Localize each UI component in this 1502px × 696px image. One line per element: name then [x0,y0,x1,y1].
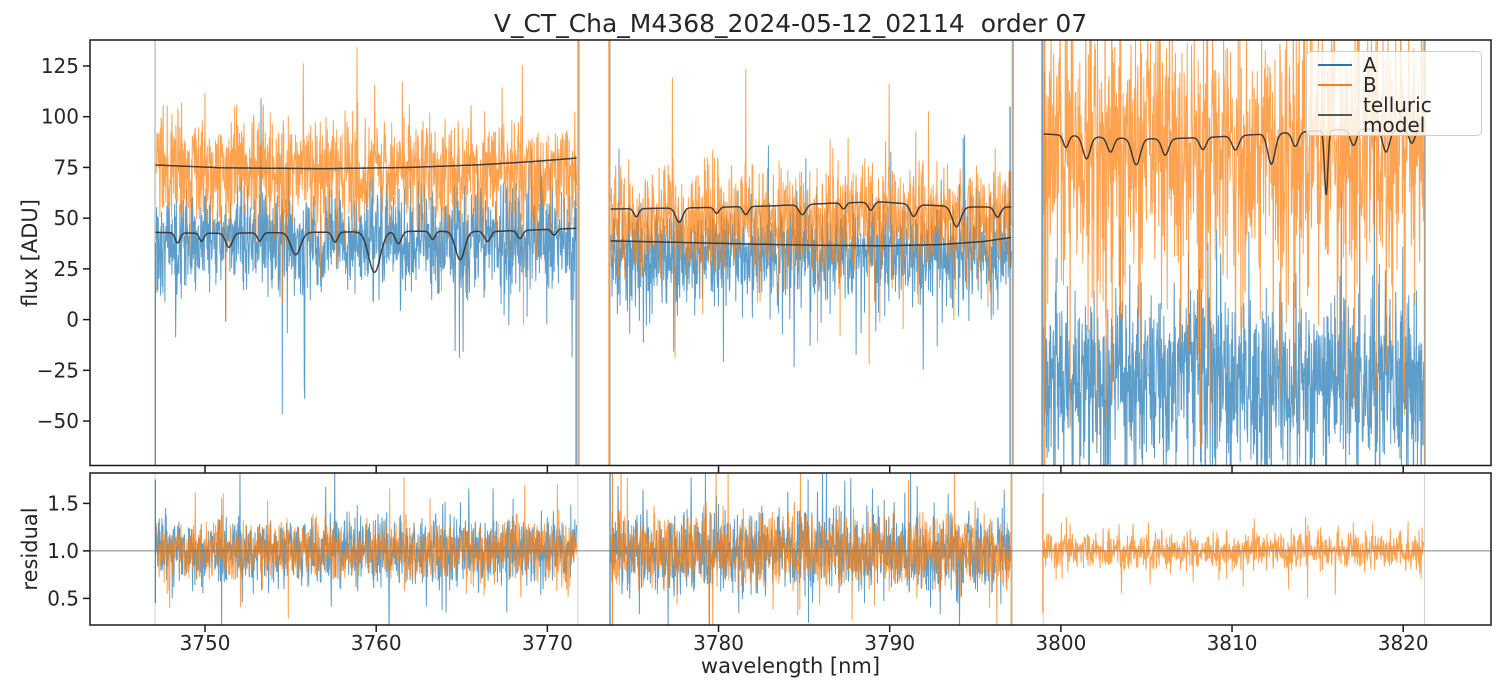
x-axis-label: wavelength [nm] [700,654,881,678]
legend-label-telluric: telluric model [1363,93,1432,137]
y-tick-label: 125 [41,54,79,78]
x-tick-label: 3770 [522,631,573,655]
y-tick-label: −25 [37,358,79,382]
x-tick-label: 3790 [864,631,915,655]
y-tick-label: 1.0 [47,539,79,563]
residual-series-B-seg3 [1043,516,1425,599]
legend-label-a: A [1363,53,1377,77]
residual-series-B-seg2 [610,473,1012,625]
x-tick-label: 3820 [1378,631,1429,655]
legend-entry-a: A [1307,55,1481,75]
residual-series-B-seg1 [156,477,577,619]
x-tick-label: 3750 [180,631,231,655]
y-tick-label: 50 [54,206,79,230]
y-tick-label: 0.5 [47,586,79,610]
telluric-model-A-seg1 [155,227,577,274]
legend: A B telluric model [1306,51,1482,136]
y-tick-label: 1.5 [47,491,79,515]
x-tick-label: 3800 [1035,631,1086,655]
residual-data [90,473,1491,625]
x-tick-label: 3810 [1207,631,1258,655]
y-tick-label: −50 [37,409,79,433]
telluric-model-B-seg2 [610,201,1012,228]
x-tick-label: 3760 [351,631,402,655]
y-tick-label: 75 [54,155,79,179]
legend-line-a-icon [1318,64,1352,66]
plot-title: V_CT_Cha_M4368_2024-05-12_02114 order 07 [493,9,1088,38]
flux-series-B-seg1 [155,47,577,325]
telluric-model-B-seg1 [155,157,577,170]
y-tick-label: 100 [41,105,79,129]
legend-entry-telluric: telluric model [1307,95,1481,135]
panel-spine [89,39,1492,467]
legend-label-b: B [1363,73,1377,97]
y-tick-label: 25 [54,257,79,281]
legend-line-b-icon [1318,84,1352,86]
panel-spine [89,472,1492,626]
flux-series-B-seg3 [1043,40,1425,466]
x-tick-label: 3780 [693,631,744,655]
telluric-model-A-seg2 [610,236,1012,247]
flux-series-A-seg2 [610,134,1012,370]
flux-series-A-seg3 [1043,130,1425,466]
axes: 3750 3760 3770 3780 3790 3800 3810 3820 −50 −25 0 2… [37,39,1492,655]
y-tick-label: 0 [66,308,79,332]
legend-line-telluric-icon [1318,114,1352,116]
flux-data [154,40,1426,466]
legend-entry-b: B [1307,75,1481,95]
flux-series-B-seg2 [610,69,1012,365]
